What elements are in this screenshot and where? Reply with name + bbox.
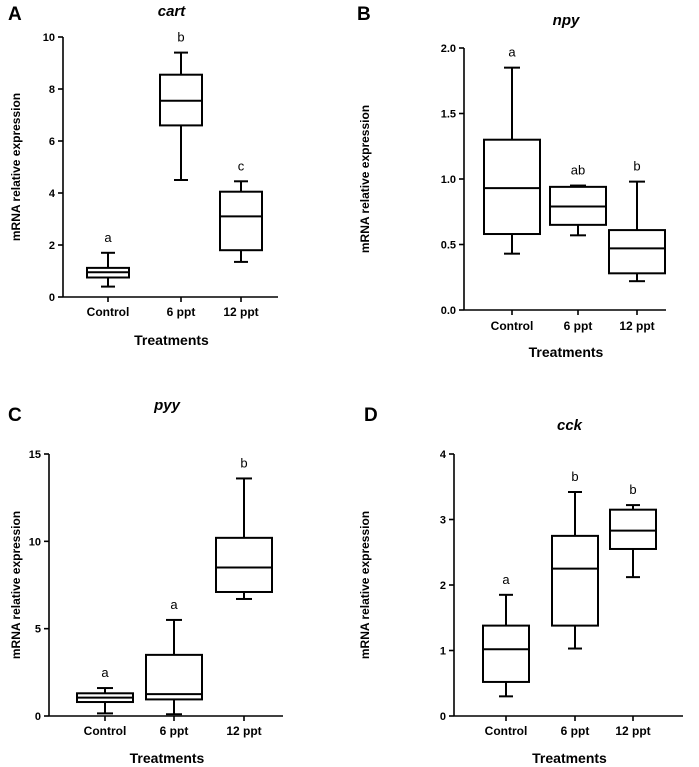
x-axis-label: Treatments (532, 750, 607, 766)
x-axis-label: Treatments (134, 332, 209, 348)
significance-letter: a (104, 230, 112, 245)
box-plot-2 (159, 51, 203, 181)
box-plot-2 (551, 490, 599, 650)
y-tick-label: 15 (29, 449, 41, 461)
y-tick-label: 10 (29, 536, 41, 548)
chart-title: npy (553, 12, 580, 29)
x-category-label: 6 ppt (167, 305, 196, 319)
iqr-box (483, 138, 541, 236)
box-plot-1 (86, 251, 130, 288)
x-category-label: Control (87, 305, 130, 319)
y-tick-label: 2 (440, 580, 446, 592)
y-tick-label: 1.5 (441, 109, 456, 121)
y-tick-label: 1.0 (441, 174, 456, 186)
iqr-box (482, 624, 530, 683)
iqr-box (219, 190, 263, 252)
panel-letter: B (357, 4, 371, 25)
y-axis-label: mRNA relative expression (9, 511, 23, 659)
x-category-label: 12 ppt (615, 724, 650, 738)
iqr-box (608, 229, 666, 275)
x-axis-label: Treatments (130, 750, 205, 766)
box-plot-2 (145, 618, 203, 716)
x-category-label: Control (491, 319, 534, 333)
x-axis-label: Treatments (529, 344, 604, 360)
y-tick-label: 4 (440, 449, 447, 461)
y-tick-label: 6 (49, 136, 55, 148)
x-category-label: 12 ppt (619, 319, 654, 333)
panel-letter: A (8, 4, 22, 25)
box-plot-3 (608, 180, 666, 283)
significance-letter: b (177, 30, 184, 45)
x-category-label: 6 ppt (561, 724, 590, 738)
box-plot-2 (549, 184, 607, 237)
y-tick-label: 1 (440, 646, 446, 658)
significance-letter: b (633, 159, 640, 174)
y-tick-label: 0 (35, 711, 41, 723)
significance-letter: ab (571, 163, 585, 178)
x-category-label: 12 ppt (223, 305, 258, 319)
box-plot-3 (219, 180, 263, 263)
box-plot-3 (609, 504, 657, 579)
y-axis-label: mRNA relative expression (358, 511, 372, 659)
box-plot-1 (76, 687, 134, 715)
iqr-box (145, 653, 203, 701)
iqr-box (609, 508, 657, 550)
panel-letter: C (8, 405, 22, 426)
x-category-label: 6 ppt (564, 319, 593, 333)
y-tick-label: 2.0 (441, 43, 456, 55)
x-category-label: 6 ppt (160, 724, 189, 738)
significance-letter: b (571, 469, 578, 484)
significance-letter: b (240, 455, 247, 470)
significance-letter: a (508, 45, 516, 60)
y-tick-label: 0 (49, 292, 55, 304)
iqr-box (215, 536, 273, 593)
box-plot-1 (482, 593, 530, 698)
y-tick-label: 0 (440, 711, 446, 723)
panel-letter: D (364, 405, 378, 426)
y-tick-label: 4 (49, 188, 56, 200)
y-axis-label: mRNA relative expression (358, 105, 372, 253)
x-category-label: Control (84, 724, 127, 738)
y-tick-label: 0.0 (441, 305, 456, 317)
y-tick-label: 10 (43, 32, 55, 44)
significance-letter: b (629, 482, 636, 497)
significance-letter: c (238, 158, 245, 173)
y-tick-label: 5 (35, 624, 41, 636)
y-tick-label: 3 (440, 515, 446, 527)
chart-title: cck (557, 417, 583, 434)
y-tick-label: 8 (49, 84, 55, 96)
iqr-box (551, 534, 599, 627)
box-plot-3 (215, 477, 273, 600)
x-category-label: 12 ppt (226, 724, 261, 738)
box-plot-1 (483, 66, 541, 255)
chart-title: pyy (153, 397, 181, 414)
significance-letter: a (170, 597, 178, 612)
chart-title: cart (158, 3, 187, 20)
y-tick-label: 2 (49, 240, 55, 252)
x-category-label: Control (485, 724, 528, 738)
significance-letter: a (502, 572, 510, 587)
y-tick-label: 0.5 (441, 240, 456, 252)
significance-letter: a (101, 665, 109, 680)
y-axis-label: mRNA relative expression (9, 93, 23, 241)
